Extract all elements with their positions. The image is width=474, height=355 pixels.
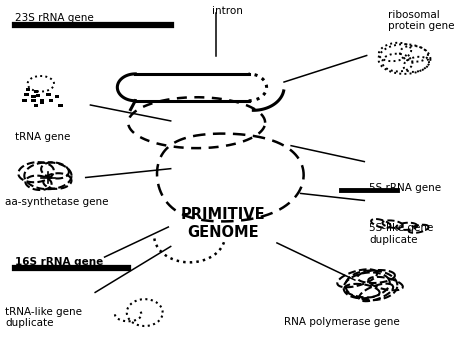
Bar [25,93,29,96]
Bar [39,101,44,104]
Text: ribosomal
protein gene: ribosomal protein gene [388,10,455,31]
Bar [31,99,36,102]
Bar [34,104,38,107]
Bar [55,95,59,98]
Bar [31,95,36,98]
Text: tRNA-like gene
duplicate: tRNA-like gene duplicate [5,307,82,328]
Text: 5S-like gene
duplicate: 5S-like gene duplicate [369,223,433,245]
Bar [22,99,27,102]
Text: tRNA gene: tRNA gene [15,132,70,142]
Bar [27,88,30,91]
Bar [49,99,53,102]
Text: 16S rRNA gene: 16S rRNA gene [15,257,103,267]
Text: 5S rRNA gene: 5S rRNA gene [369,183,441,193]
Text: RNA polymerase gene: RNA polymerase gene [284,317,400,327]
Bar [46,93,51,96]
Text: PRIMITIVE
GENOME: PRIMITIVE GENOME [180,207,265,240]
Bar [58,104,63,107]
Bar [34,90,38,93]
Bar [40,99,45,102]
Bar [36,94,40,97]
Text: intron: intron [212,6,243,16]
Text: 23S rRNA gene: 23S rRNA gene [15,13,93,23]
Text: aa-synthetase gene: aa-synthetase gene [5,197,109,207]
